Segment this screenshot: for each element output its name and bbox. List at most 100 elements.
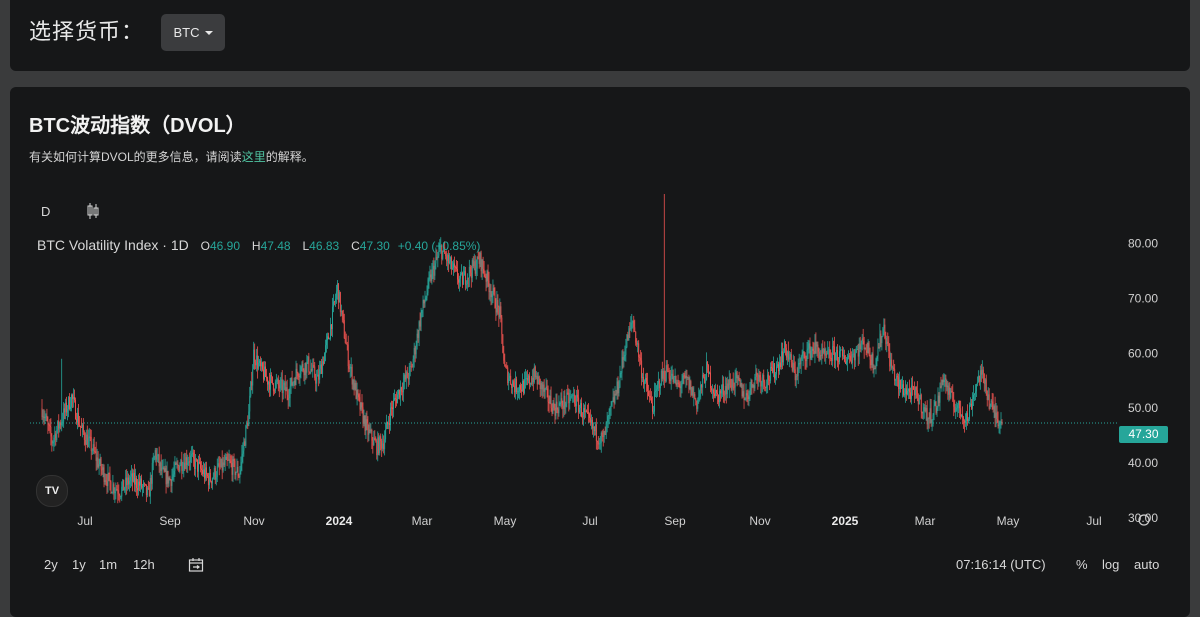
candle-body — [397, 389, 399, 395]
candle-body — [615, 393, 617, 395]
candle-body — [640, 357, 642, 361]
range-12h-button[interactable]: 12h — [133, 557, 155, 572]
candle-body — [774, 363, 776, 379]
candle-body — [129, 480, 131, 485]
candle-body — [291, 377, 293, 386]
candle-body — [685, 375, 687, 379]
candle-body — [696, 400, 698, 409]
candle-body — [240, 461, 242, 471]
candle-body — [329, 338, 330, 340]
candle-body — [94, 451, 96, 452]
candle-body — [652, 411, 654, 413]
candle-body — [470, 272, 472, 278]
candle-body — [148, 488, 150, 497]
range-1m-button[interactable]: 1m — [99, 557, 118, 572]
interval-button[interactable]: D — [41, 204, 51, 219]
auto-scale-button[interactable]: auto — [1134, 557, 1160, 572]
candle-body — [386, 421, 388, 430]
candle-body — [319, 368, 321, 380]
candle-body — [406, 371, 408, 378]
candle-body — [938, 395, 940, 403]
candle-body — [270, 374, 272, 377]
candle-body — [571, 395, 573, 397]
candle-body — [279, 381, 281, 389]
candle-body — [863, 341, 865, 349]
candlestick-icon[interactable] — [86, 202, 100, 225]
candle-body — [486, 270, 488, 282]
candle-body — [99, 458, 101, 465]
candle-body — [395, 398, 396, 399]
percent-scale-button[interactable]: % — [1076, 557, 1088, 572]
tradingview-logo-icon[interactable]: TV — [36, 475, 68, 507]
candlestick-chart[interactable]: 80.00 70.00 60.00 50.00 40.00 30.00 Jul Sep Nov 2… — [10, 187, 1190, 617]
candle-body — [520, 385, 521, 390]
candle-body — [828, 349, 830, 351]
candle-body — [880, 333, 882, 344]
range-1y-button[interactable]: 1y — [72, 557, 86, 572]
candle-body — [731, 379, 733, 390]
log-scale-button[interactable]: log — [1102, 557, 1120, 572]
candle-body — [916, 390, 918, 398]
candle-body — [150, 478, 152, 484]
chart-area[interactable]: 80.00 70.00 60.00 50.00 40.00 30.00 Jul Sep Nov 2… — [10, 187, 1190, 617]
candle-body — [833, 346, 835, 348]
candle-body — [74, 397, 75, 400]
candle-body — [268, 381, 270, 390]
candle-body — [253, 349, 255, 370]
utc-clock[interactable]: 07:16:14 (UTC) — [956, 557, 1046, 572]
candle-body — [347, 344, 349, 367]
candle-body — [914, 387, 916, 396]
candle-body — [724, 385, 726, 395]
candle-body — [838, 360, 840, 362]
candle-body — [332, 306, 333, 330]
candle-body — [691, 387, 693, 396]
candle-body — [660, 370, 662, 386]
candle-body — [694, 394, 696, 399]
candle-body — [684, 375, 686, 379]
candle-body — [451, 257, 453, 270]
candle-body — [118, 493, 120, 496]
candle-body — [879, 333, 881, 349]
candle-body — [265, 366, 266, 377]
candle-body — [616, 381, 618, 395]
y-axis-tick-label: 50.00 — [1128, 401, 1158, 415]
candle-body — [827, 350, 829, 355]
currency-dropdown[interactable]: BTC — [161, 14, 225, 51]
candle-body — [396, 398, 397, 404]
candle-body — [494, 291, 496, 308]
candle-body — [550, 395, 552, 409]
candle-body — [597, 441, 599, 445]
candle-body — [762, 374, 764, 383]
candle-body — [480, 252, 482, 272]
date-range-icon[interactable] — [188, 557, 204, 576]
candle-body — [763, 374, 765, 382]
candle-body — [168, 477, 170, 484]
candle-body — [703, 374, 705, 377]
axis-settings-icon[interactable] — [1138, 514, 1150, 526]
candle-body — [710, 372, 712, 389]
candle-body — [507, 367, 509, 384]
section-description: 有关如何计算DVOL的更多信息，请阅读这里的解释。 — [29, 148, 314, 165]
candle-body — [658, 380, 660, 389]
candle-body — [107, 472, 109, 486]
candle-body — [652, 403, 653, 412]
y-axis-tick-label: 40.00 — [1128, 456, 1158, 470]
candle-body — [736, 372, 738, 379]
candle-body — [866, 350, 868, 353]
ohlc-legend: BTC Volatility Index · 1D O46.90 H47.48 … — [37, 237, 480, 253]
candle-body — [342, 314, 344, 321]
candle-body — [979, 370, 981, 382]
candle-body — [304, 363, 306, 376]
range-2y-button[interactable]: 2y — [44, 557, 58, 572]
candle-body — [638, 343, 640, 358]
candle-body — [338, 292, 340, 303]
y-axis-tick-label: 30.00 — [1128, 511, 1158, 525]
candle-body — [95, 451, 97, 461]
candle-body — [205, 467, 207, 475]
candle-body — [908, 388, 910, 393]
candle-body — [379, 436, 381, 454]
candle-body — [666, 365, 668, 372]
candle-body — [767, 374, 769, 386]
desc-link[interactable]: 这里 — [241, 150, 266, 164]
candle-body — [43, 416, 45, 418]
